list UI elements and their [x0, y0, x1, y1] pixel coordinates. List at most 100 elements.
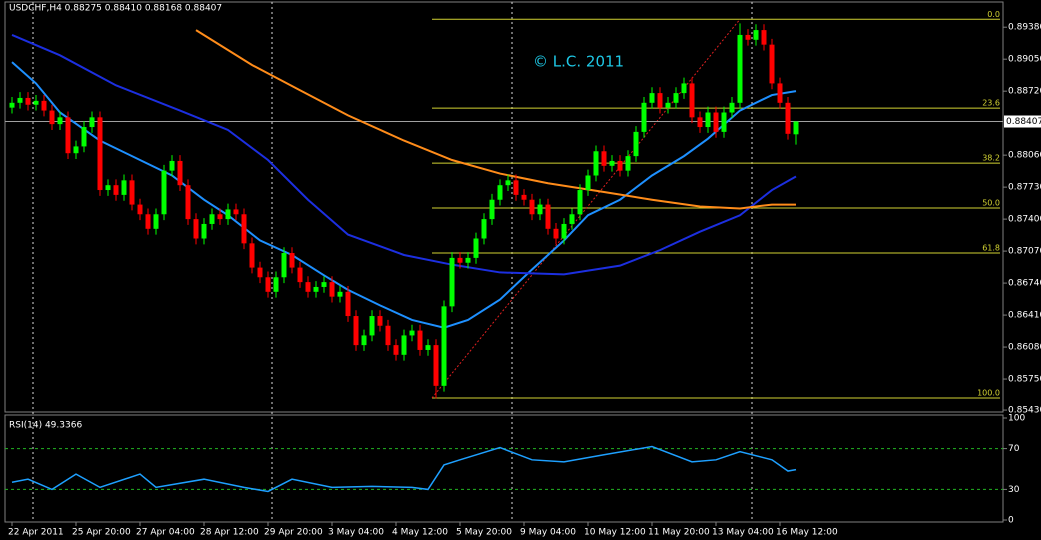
fib-label: 23.6	[982, 99, 1000, 108]
candle-body	[161, 170, 167, 215]
candle-body	[713, 112, 719, 132]
candle-body	[593, 151, 599, 176]
moving-average	[195, 29, 796, 210]
candle-body	[449, 257, 455, 307]
x-tick-label: 16 May 12:00	[776, 528, 838, 538]
candle-body	[241, 214, 247, 244]
candle-body	[553, 228, 559, 239]
fib-label: 100.0	[977, 388, 1000, 397]
candle-body	[793, 121, 799, 135]
candle-body	[385, 325, 391, 346]
candle-body	[81, 127, 87, 147]
candle-body	[689, 83, 695, 118]
candle-body	[289, 253, 295, 268]
candle-body	[441, 306, 447, 386]
candle-body	[137, 204, 143, 215]
candle-body	[785, 102, 791, 134]
candle-body	[657, 93, 663, 108]
candle-body	[641, 102, 647, 132]
fib-label: 0.0	[987, 10, 1000, 19]
candle-body	[265, 277, 271, 292]
candle-body	[377, 316, 383, 326]
candle-body	[209, 214, 215, 224]
moving-average	[11, 61, 797, 329]
candle-body	[473, 238, 479, 258]
candle-body	[425, 345, 431, 350]
candle-body	[345, 291, 351, 317]
candle-body	[457, 257, 463, 263]
y-tick-label: 0.85430	[1008, 406, 1041, 416]
candle-body	[129, 180, 135, 205]
candle-body	[521, 194, 527, 200]
candle-body	[729, 102, 735, 113]
main-panel	[4, 1, 1004, 413]
candle-body	[393, 345, 399, 355]
candle-body	[481, 219, 487, 239]
candle-body	[65, 117, 71, 154]
fib-label: 38.2	[982, 154, 1000, 163]
rsi-panel	[4, 414, 1004, 523]
candle-body	[681, 83, 687, 94]
candle-body	[569, 214, 575, 224]
candle-body	[617, 160, 623, 171]
candle-body	[25, 97, 31, 105]
candle-body	[305, 282, 311, 292]
candle-body	[737, 34, 743, 103]
x-tick-label: 10 May 12:00	[584, 528, 646, 538]
candle-body	[321, 282, 327, 287]
candle-body	[633, 131, 639, 157]
candle-body	[585, 175, 591, 191]
candle-body	[9, 102, 15, 108]
x-tick-label: 28 Apr 12:00	[200, 528, 259, 538]
candle-body	[121, 180, 127, 195]
rsi-line	[11, 445, 797, 493]
candle-body	[433, 345, 439, 386]
candle-body	[281, 253, 287, 278]
x-tick-label: 13 May 04:00	[712, 528, 774, 538]
y-tick-label: 100	[1008, 414, 1025, 424]
candle-body	[273, 277, 279, 292]
candle-body	[201, 223, 207, 239]
candle-body	[329, 282, 335, 297]
current-price-box	[1004, 115, 1041, 128]
candle-body	[561, 223, 567, 239]
candle-body	[673, 93, 679, 103]
candle-body	[89, 117, 95, 128]
fib-label: 61.8	[982, 243, 1000, 252]
candle-body	[705, 112, 711, 128]
fib-label: 50.0	[982, 198, 1000, 207]
candle-body	[113, 185, 119, 195]
candle-body	[513, 180, 519, 195]
candle-body	[401, 335, 407, 355]
candle-body	[537, 204, 543, 215]
candle-body	[33, 100, 39, 105]
candle-body	[57, 117, 63, 125]
candle-body	[153, 214, 159, 229]
candle-body	[753, 30, 759, 40]
candle-body	[409, 330, 415, 336]
candle-body	[489, 199, 495, 220]
candle-body	[697, 117, 703, 128]
candle-body	[745, 34, 751, 40]
candle-body	[217, 214, 223, 220]
x-tick-label: 11 May 20:00	[648, 528, 710, 538]
candle-body	[545, 204, 551, 229]
candle-body	[369, 316, 375, 336]
candle-body	[769, 44, 775, 84]
candle-body	[73, 146, 79, 154]
candle-body	[337, 291, 343, 297]
candle-body	[577, 190, 583, 215]
candle-body	[193, 219, 199, 239]
rsi-title: RSI(14) 49.3366	[9, 421, 82, 431]
candle-body	[249, 243, 255, 268]
candle-body	[105, 185, 111, 191]
